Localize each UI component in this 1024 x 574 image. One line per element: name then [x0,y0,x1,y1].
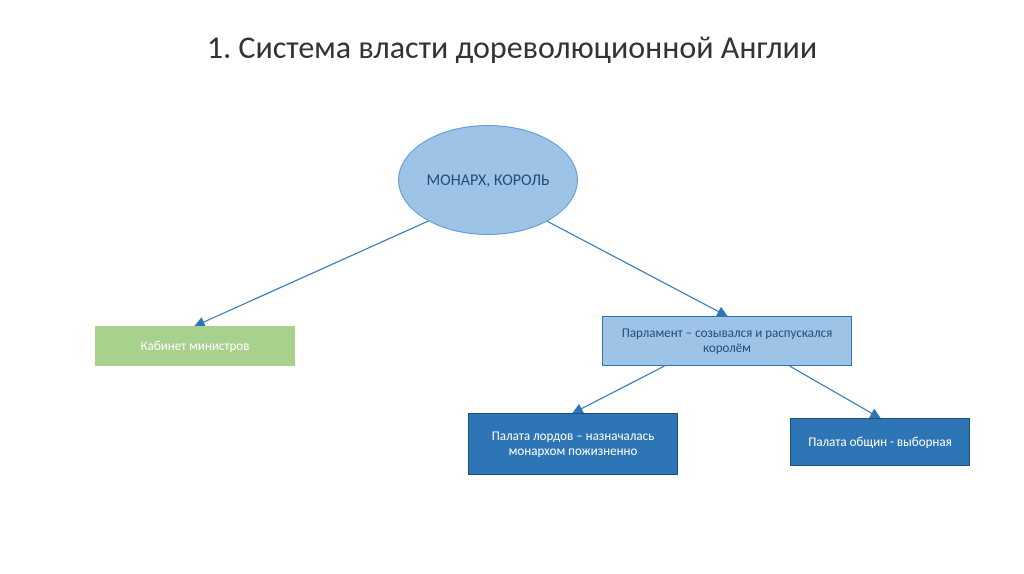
node-monarch: МОНАРХ, КОРОЛЬ [398,125,578,235]
node-lords: Палата лордов – назначалась монархом пож… [468,413,678,475]
connectors-layer [0,0,1024,574]
node-commons-label: Палата общин - выборная [808,435,952,450]
node-parliament: Парламент – созывался и распускался коро… [602,316,852,366]
diagram-canvas: 1. Система власти дореволюционной Англии… [0,0,1024,574]
page-title: 1. Система власти дореволюционной Англии [0,28,1024,67]
node-lords-label: Палата лордов – назначалась монархом пож… [477,429,669,459]
node-parliament-label: Парламент – созывался и распускался коро… [611,326,843,356]
node-monarch-label: МОНАРХ, КОРОЛЬ [426,171,549,190]
node-cabinet: Кабинет министров [95,326,295,366]
node-cabinet-label: Кабинет министров [141,339,250,354]
node-commons: Палата общин - выборная [790,418,970,466]
